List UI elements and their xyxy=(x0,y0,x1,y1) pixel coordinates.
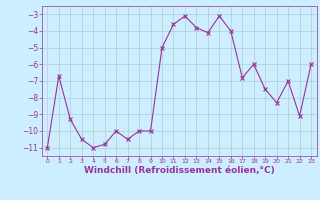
X-axis label: Windchill (Refroidissement éolien,°C): Windchill (Refroidissement éolien,°C) xyxy=(84,166,275,175)
